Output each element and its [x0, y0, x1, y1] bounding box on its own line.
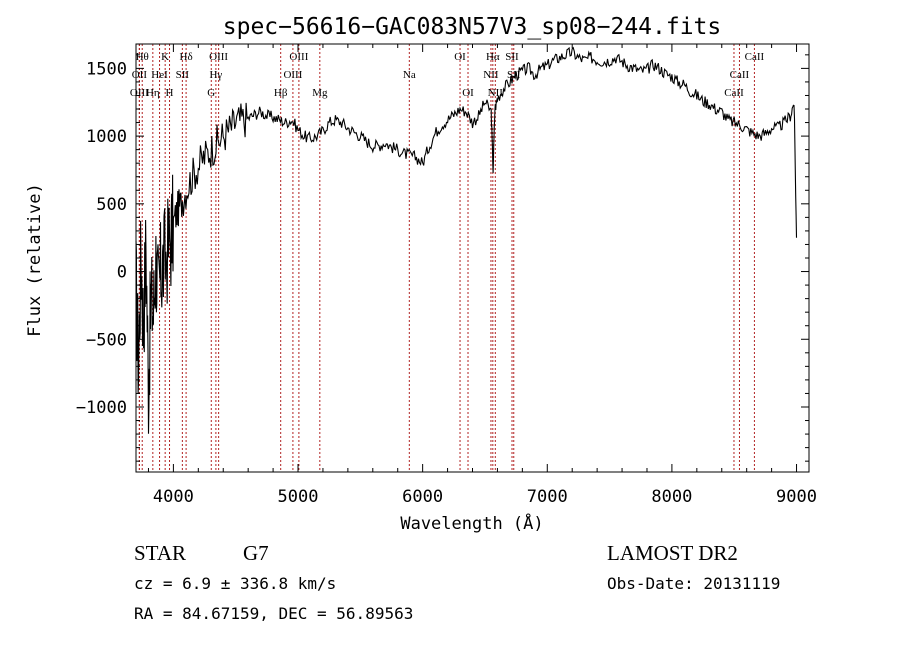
survey-name: LAMOST DR2 — [607, 541, 738, 565]
line-marker-labels: HθOIIOIIIHηHeIKHSIIHδGHγOIIIHβOIIIOIIIMg… — [130, 51, 765, 99]
coordinates: RA = 84.67159, DEC = 56.89563 — [134, 604, 413, 623]
y-tick-label: 1000 — [86, 127, 127, 147]
x-tick-label: 7000 — [527, 487, 568, 507]
line-marker-label: OI — [454, 51, 466, 63]
line-marker-label: G — [207, 87, 215, 99]
chart-title: spec−56616−GAC083N57V3_sp08−244.fits — [223, 14, 722, 40]
line-marker-label: OIII — [130, 87, 149, 99]
observation-date: Obs-Date: 20131119 — [607, 574, 780, 593]
redshift-velocity: cz = 6.9 ± 336.8 km/s — [134, 574, 336, 593]
x-tick-label: 5000 — [278, 487, 319, 507]
x-tick-label: 8000 — [651, 487, 692, 507]
line-marker-label: Hα — [486, 51, 500, 63]
line-marker-label: SII — [176, 69, 190, 81]
line-marker-label: CaII — [745, 51, 765, 63]
line-marker-label: Hη — [146, 87, 160, 99]
x-tick-label: 4000 — [153, 487, 194, 507]
spectrum-line — [135, 46, 798, 434]
line-marker-label: CaII — [730, 69, 750, 81]
line-marker-label: OIII — [209, 51, 228, 63]
y-axis-ticks: −1000 −500 0 500 1000 1500 — [76, 54, 809, 462]
line-marker-label: OII — [132, 69, 148, 81]
line-marker-label: H — [166, 87, 174, 99]
x-tick-label: 9000 — [776, 487, 817, 507]
line-marker-label: SII — [505, 51, 519, 63]
line-marker-label: Hδ — [180, 51, 193, 63]
x-axis-ticks: 4000 5000 6000 7000 8000 9000 — [147, 44, 817, 507]
object-subclass: G7 — [243, 541, 269, 565]
line-marker-label: OIII — [289, 51, 308, 63]
x-tick-label: 6000 — [402, 487, 443, 507]
line-marker-label: Na — [403, 69, 416, 81]
y-tick-label: −1000 — [76, 398, 127, 418]
line-marker-label: NII — [483, 69, 499, 81]
y-tick-label: 0 — [117, 263, 127, 283]
line-marker-label: CaII — [724, 87, 744, 99]
line-marker-label: Hγ — [209, 69, 222, 81]
line-marker-label: Hθ — [136, 51, 149, 63]
line-markers — [138, 44, 755, 472]
y-tick-label: −500 — [86, 330, 127, 350]
line-marker-label: Hβ — [274, 87, 288, 99]
line-marker-label: HeI — [151, 69, 168, 81]
y-tick-label: 500 — [96, 195, 127, 215]
x-axis-label: Wavelength (Å) — [400, 512, 543, 534]
y-tick-label: 1500 — [86, 59, 127, 79]
object-class: STAR — [134, 541, 186, 565]
line-marker-label: NII — [488, 87, 504, 99]
y-axis-label: Flux (relative) — [25, 183, 45, 337]
line-marker-label: OI — [462, 87, 474, 99]
line-marker-label: Mg — [312, 87, 328, 99]
line-marker-label: OIII — [283, 69, 302, 81]
line-marker-label: K — [161, 51, 169, 63]
